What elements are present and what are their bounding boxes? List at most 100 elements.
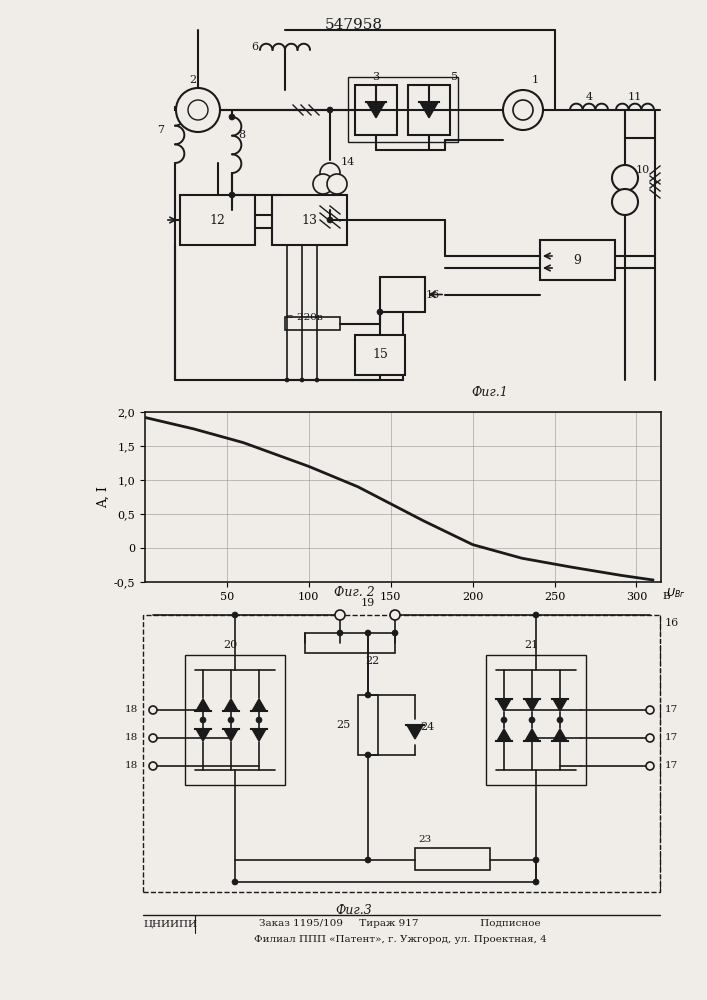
Text: 24: 24 [420,722,434,732]
Polygon shape [224,699,238,711]
Circle shape [646,734,654,742]
Polygon shape [497,729,511,741]
Text: 547958: 547958 [325,18,383,32]
Text: Фиг.1: Фиг.1 [472,385,508,398]
Polygon shape [497,699,511,711]
Polygon shape [420,102,438,118]
Text: 18: 18 [124,706,138,714]
Circle shape [315,378,319,382]
Text: 19: 19 [361,598,375,608]
Circle shape [365,630,371,636]
Text: 17: 17 [665,734,678,742]
Text: 5: 5 [452,72,459,82]
Circle shape [149,762,157,770]
Text: 10: 10 [636,165,650,175]
Text: 23: 23 [418,836,431,844]
Bar [348,77,458,142]
Circle shape [320,163,340,183]
Circle shape [557,717,563,723]
Bar [540,240,615,280]
Circle shape [646,762,654,770]
Bar [185,655,285,785]
Text: 2: 2 [189,75,197,85]
Circle shape [513,100,533,120]
Polygon shape [224,729,238,741]
Text: Заказ 1195/109     Тираж 917                   Подписное: Заказ 1195/109 Тираж 917 Подписное [259,920,541,928]
Text: ЦНИИПИ: ЦНИИПИ [143,920,197,928]
Circle shape [335,610,345,620]
Bar [272,195,347,245]
Text: 22: 22 [365,656,379,666]
Circle shape [365,752,371,758]
Text: 7: 7 [158,125,165,135]
Circle shape [232,612,238,618]
Bar [358,695,378,755]
Text: Филиал ППП «Патент», г. Ужгород, ул. Проектная, 4: Филиал ППП «Патент», г. Ужгород, ул. Про… [254,934,547,944]
Polygon shape [553,729,567,741]
Circle shape [612,189,638,215]
Text: 21: 21 [524,640,538,650]
Text: В: В [662,592,670,601]
Polygon shape [525,699,539,711]
Polygon shape [407,725,423,739]
Text: $U_{Вг}$: $U_{Вг}$ [666,586,686,600]
Bar [408,85,450,135]
Circle shape [373,107,379,113]
Text: 8: 8 [238,130,245,140]
Circle shape [149,706,157,714]
Text: 16: 16 [665,618,679,628]
Bar [380,277,425,312]
Text: Фиг. 2: Фиг. 2 [334,585,375,598]
Circle shape [392,630,398,636]
Bar [285,317,340,330]
Text: 17: 17 [665,706,678,714]
Text: 9: 9 [573,253,581,266]
Bar [486,655,586,785]
Circle shape [337,630,343,636]
Polygon shape [196,729,210,741]
Circle shape [188,100,208,120]
Text: Фиг.3: Фиг.3 [336,904,373,916]
Text: 14: 14 [341,157,355,167]
Circle shape [232,879,238,885]
Circle shape [533,857,539,863]
Bar [305,633,395,653]
Text: 16: 16 [426,290,440,300]
Text: 3: 3 [373,72,380,82]
Polygon shape [553,699,567,711]
Circle shape [426,107,432,113]
Circle shape [285,378,289,382]
Circle shape [365,692,371,698]
Bar [143,615,660,892]
Text: 6: 6 [252,42,259,52]
Y-axis label: A, I: A, I [97,486,110,508]
Text: 12: 12 [209,214,226,227]
Text: 1: 1 [532,75,539,85]
Circle shape [533,879,539,885]
Bar [180,195,255,245]
Circle shape [200,717,206,723]
Text: 11: 11 [628,92,642,102]
Polygon shape [196,699,210,711]
Text: 18: 18 [124,734,138,742]
Bar [415,848,490,870]
Circle shape [327,174,347,194]
Text: 18: 18 [124,762,138,770]
Text: = 220в: = 220в [285,312,323,322]
Polygon shape [525,729,539,741]
Text: 17: 17 [665,762,678,770]
Circle shape [228,717,234,723]
Circle shape [501,717,507,723]
Circle shape [365,857,371,863]
Circle shape [229,192,235,198]
Circle shape [529,717,535,723]
Circle shape [256,717,262,723]
Circle shape [390,610,400,620]
Text: 20: 20 [223,640,237,650]
Text: 25: 25 [336,720,350,730]
Circle shape [646,706,654,714]
Text: 13: 13 [301,214,317,227]
Polygon shape [367,102,385,118]
Circle shape [327,217,333,223]
Text: 4: 4 [585,92,592,102]
